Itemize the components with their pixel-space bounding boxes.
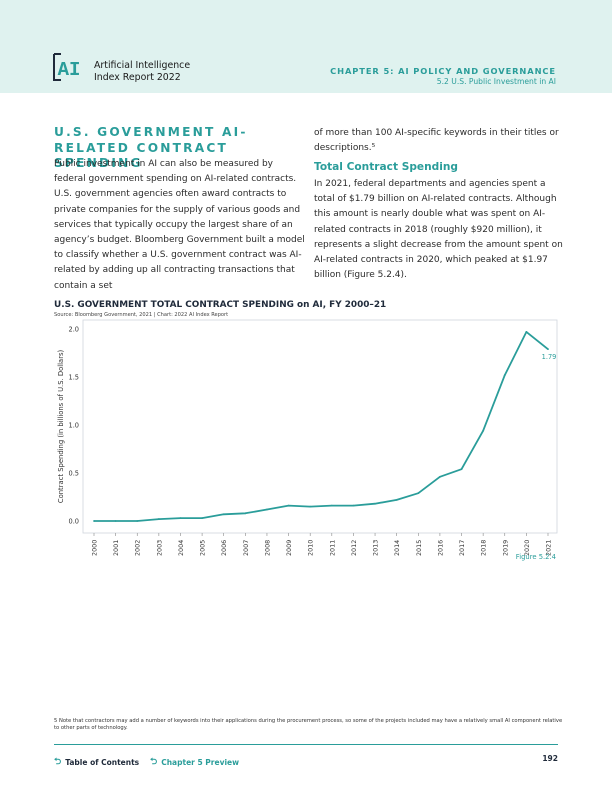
return-arrow-icon: ⮌ bbox=[150, 757, 158, 767]
data-point bbox=[157, 518, 160, 520]
data-point bbox=[330, 504, 333, 507]
right-paragraph: In 2021, federal departments and agencie… bbox=[314, 179, 563, 281]
y-tick-label: 0.0 bbox=[69, 518, 80, 526]
x-tick-label: 2006 bbox=[220, 540, 228, 556]
y-axis-label: Contract Spending (in billions of U.S. D… bbox=[57, 349, 65, 503]
logo-text: AI bbox=[58, 59, 81, 81]
line-chart: 0.0 0.5 1.0 1.5 2.0 2000 2001 2002 2003 2004 2005 2… bbox=[57, 319, 558, 556]
left-paragraph: Public investment in AI can also be meas… bbox=[54, 159, 305, 291]
data-point bbox=[395, 498, 398, 501]
chapter-preview-link[interactable]: ⮌ Chapter 5 Preview bbox=[150, 754, 239, 770]
chapter-heading: CHAPTER 5: AI POLICY AND GOVERNANCE bbox=[330, 66, 556, 76]
data-point bbox=[352, 504, 355, 507]
data-point bbox=[439, 475, 441, 478]
data-point bbox=[93, 520, 95, 522]
x-tick-label: 2019 bbox=[501, 540, 509, 556]
x-tick-label: 2020 bbox=[523, 540, 531, 556]
section-heading-small: 5.2 U.S. Public Investment in AI bbox=[436, 77, 556, 86]
data-point bbox=[136, 520, 139, 522]
x-tick-label: 2011 bbox=[328, 540, 336, 556]
x-tick-label: 2016 bbox=[436, 540, 444, 556]
footer-divider bbox=[54, 744, 558, 745]
data-point bbox=[179, 517, 182, 520]
x-tick-label: 2007 bbox=[242, 540, 250, 556]
x-tick-label: 2002 bbox=[134, 540, 142, 556]
toc-label: Table of Contents bbox=[65, 757, 140, 767]
x-tick-label: 2021 bbox=[545, 540, 553, 556]
report-title: Artificial Intelligence Index Report 202… bbox=[94, 60, 190, 83]
ai-index-logo: AI bbox=[53, 53, 81, 81]
chart-source: Source: Bloomberg Government, 2021 | Cha… bbox=[54, 312, 229, 318]
data-point bbox=[482, 429, 485, 432]
figure-label: Figure 5.2.4 bbox=[515, 553, 556, 561]
x-tick-label: 2008 bbox=[263, 540, 271, 556]
x-tick-label: 2003 bbox=[155, 540, 163, 556]
page-header: AI Artificial Intelligence Index Report … bbox=[0, 0, 612, 93]
data-point bbox=[417, 492, 420, 495]
x-tick-label: 2001 bbox=[112, 540, 120, 556]
x-tick-label: 2018 bbox=[480, 540, 488, 556]
data-point bbox=[222, 513, 225, 516]
data-point bbox=[287, 504, 290, 507]
x-tick-label: 2014 bbox=[393, 540, 401, 556]
y-tick-label: 1.5 bbox=[69, 374, 80, 382]
data-point bbox=[201, 517, 203, 520]
report-title-line2: Index Report 2022 bbox=[94, 71, 181, 83]
right-continuation: of more than 100 AI-specific keywords in… bbox=[314, 128, 559, 154]
subsection-title: Total Contract Spending bbox=[314, 161, 458, 173]
x-tick-label: 2017 bbox=[458, 540, 466, 556]
footnote: 5 Note that contractors may add a number… bbox=[54, 718, 563, 731]
data-point bbox=[460, 468, 463, 471]
data-point bbox=[374, 502, 376, 505]
chart-title: U.S. GOVERNMENT TOTAL CONTRACT SPENDING … bbox=[54, 300, 387, 310]
x-tick-label: 2000 bbox=[91, 540, 99, 556]
preview-label: Chapter 5 Preview bbox=[161, 757, 240, 767]
y-tick-label: 1.0 bbox=[69, 422, 80, 430]
plot-frame bbox=[82, 319, 558, 534]
y-tick-label: 2.0 bbox=[69, 326, 80, 334]
report-title-line1: Artificial Intelligence bbox=[94, 60, 191, 71]
return-arrow-icon: ⮌ bbox=[54, 757, 62, 767]
page-number: 192 bbox=[542, 754, 558, 763]
data-point bbox=[525, 330, 528, 333]
data-point bbox=[266, 508, 268, 511]
x-tick-label: 2012 bbox=[350, 540, 358, 556]
x-tick-label: 2010 bbox=[307, 540, 315, 556]
data-point bbox=[114, 520, 117, 522]
section-title: U.S. GOVERNMENT AI-RELATED CONTRACT SPEN… bbox=[54, 125, 248, 170]
series-line bbox=[94, 330, 549, 522]
x-tick-label: 2004 bbox=[177, 540, 185, 556]
x-tick-label: 2009 bbox=[285, 540, 293, 556]
data-point bbox=[309, 505, 312, 508]
data-point bbox=[503, 374, 506, 376]
end-value-label: 1.79 bbox=[542, 353, 557, 361]
data-point bbox=[547, 348, 549, 351]
data-point bbox=[244, 512, 247, 515]
x-tick-label: 2013 bbox=[372, 540, 380, 556]
x-tick-label: 2015 bbox=[415, 540, 423, 556]
x-tick-label: 2005 bbox=[199, 540, 207, 556]
y-tick-label: 0.5 bbox=[69, 470, 80, 478]
table-of-contents-link[interactable]: ⮌ Table of Contents bbox=[54, 754, 139, 770]
